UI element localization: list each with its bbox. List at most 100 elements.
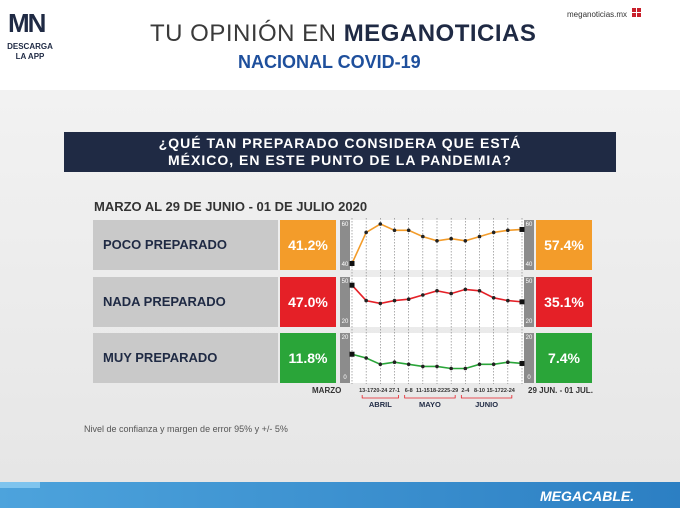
scale-bottom: 40 — [341, 262, 349, 268]
series-2-point-5 — [421, 364, 425, 369]
series-0-point-8 — [463, 239, 468, 243]
title-brand: MEGANOTICIAS — [343, 20, 537, 47]
scale-right-muy: 20 0 — [524, 333, 534, 383]
series-1-point-3 — [392, 298, 397, 303]
row-label-nada: NADA PREPARADO — [93, 277, 278, 327]
series-0-point-6 — [435, 239, 439, 243]
series-2-point-4 — [406, 362, 411, 367]
series-0-point-3 — [392, 228, 397, 233]
series-0-point-9 — [477, 234, 482, 239]
scale-right-poco: 60 40 — [524, 220, 534, 270]
scale-top: 50 — [525, 279, 533, 285]
series-0-point-5 — [421, 234, 425, 239]
logo-text: MN — [8, 8, 46, 38]
series-1-point-7 — [449, 291, 453, 296]
series-1-point-4 — [406, 297, 411, 302]
series-1-point-6 — [435, 289, 439, 293]
series-2-point-7 — [449, 366, 453, 371]
series-2-point-11 — [506, 360, 510, 365]
x-tick-label-9: 15-17 — [487, 388, 501, 394]
page-title: TU OPINIÓN EN MEGANOTICIAS — [150, 20, 536, 48]
scale-top: 50 — [341, 279, 349, 285]
series-0-point-7 — [449, 236, 453, 241]
scale-bottom: 20 — [525, 319, 533, 325]
x-tick-label-7: 2-4 — [461, 388, 470, 394]
footer-strip — [0, 482, 680, 508]
start-value-muy: 11.8% — [280, 333, 336, 383]
series-0-point-0 — [349, 260, 355, 266]
month-label-1: MAYO — [419, 400, 441, 409]
series-1-point-9 — [477, 289, 482, 293]
site-url[interactable]: meganoticias.mx — [567, 10, 628, 19]
row-label-poco: POCO PREPARADO — [93, 220, 278, 270]
series-1-point-11 — [506, 298, 510, 303]
scale-bottom: 20 — [341, 319, 349, 325]
question-banner: ¿QUÉ TAN PREPARADO CONSIDERA QUE ESTÁ MÉ… — [64, 132, 616, 172]
x-tick-label-0: 13-17 — [359, 388, 373, 394]
series-2-point-9 — [477, 362, 482, 367]
logo-sub-line1: DESCARGA — [7, 42, 53, 51]
month-label-0: ABRIL — [369, 400, 392, 409]
series-0-point-2 — [378, 222, 383, 226]
x-tick-label-1: 20-24 — [373, 388, 388, 394]
series-2-point-12 — [519, 360, 525, 366]
series-2-point-1 — [364, 356, 368, 360]
series-2-point-0 — [349, 351, 355, 357]
x-start-label: MARZO — [312, 386, 342, 395]
series-1-point-8 — [463, 287, 468, 292]
question-line-2: MÉXICO, EN ESTE PUNTO DE LA PANDEMIA? — [168, 152, 512, 168]
footer-accent — [0, 482, 40, 488]
download-app-label[interactable]: DESCARGA LA APP — [6, 42, 54, 62]
x-tick-label-2: 27-1 — [389, 388, 400, 394]
scale-bottom: 40 — [525, 262, 533, 268]
series-2-point-2 — [378, 362, 383, 367]
series-0-point-12 — [519, 226, 525, 232]
x-tick-label-10: 22-24 — [501, 388, 516, 394]
month-bracket-0 — [361, 395, 399, 399]
month-bracket-2 — [460, 395, 513, 399]
series-1-point-0 — [349, 282, 355, 288]
series-2-point-10 — [491, 362, 496, 367]
x-tick-label-6: 25-29 — [444, 388, 458, 394]
logo-sub-line2: LA APP — [15, 52, 45, 61]
month-label-2: JUNIO — [475, 400, 498, 409]
page-subtitle: NACIONAL COVID-19 — [238, 52, 421, 72]
scale-right-nada: 50 20 — [524, 277, 534, 327]
series-2-point-8 — [463, 366, 468, 371]
date-range: MARZO AL 29 DE JUNIO - 01 DE JULIO 2020 — [94, 199, 368, 214]
series-1-point-10 — [491, 296, 496, 300]
scale-left-nada: 50 20 — [340, 277, 350, 327]
scale-bottom: 0 — [343, 375, 347, 381]
row-label-muy: MUY PREPARADO — [93, 333, 278, 383]
scale-left-poco: 60 40 — [340, 220, 350, 270]
scale-bottom: 0 — [527, 375, 531, 381]
end-value-muy: 7.4% — [536, 333, 592, 383]
series-2-point-6 — [435, 364, 439, 369]
series-1-point-5 — [421, 293, 425, 297]
scale-top: 20 — [525, 335, 533, 341]
scale-top: 20 — [341, 335, 349, 341]
scale-top: 60 — [525, 222, 533, 228]
month-bracket-1 — [404, 395, 456, 399]
grid-icon — [632, 8, 641, 17]
x-tick-label-8: 8-10 — [474, 388, 485, 394]
x-tick-label-3: 6-8 — [405, 388, 413, 394]
end-value-nada: 35.1% — [536, 277, 592, 327]
series-1-point-2 — [378, 301, 383, 306]
question-line-1: ¿QUÉ TAN PREPARADO CONSIDERA QUE ESTÁ — [158, 135, 522, 151]
footer-brand: MEGACABLE. — [540, 488, 635, 504]
series-2-point-3 — [392, 360, 397, 365]
app-logo[interactable]: MN — [8, 8, 46, 39]
scale-left-muy: 20 0 — [340, 333, 350, 383]
footnote: Nivel de confianza y margen de error 95%… — [84, 424, 288, 434]
title-prefix: TU OPINIÓN EN — [150, 20, 337, 47]
scale-top: 60 — [341, 222, 349, 228]
series-0-point-10 — [491, 230, 496, 235]
x-end-label: 29 JUN. - 01 JUL. — [528, 386, 593, 395]
start-value-nada: 47.0% — [280, 277, 336, 327]
header-band — [0, 0, 680, 90]
series-1-point-12 — [519, 299, 525, 305]
start-value-poco: 41.2% — [280, 220, 336, 270]
series-0-point-4 — [406, 228, 411, 233]
end-value-poco: 57.4% — [536, 220, 592, 270]
